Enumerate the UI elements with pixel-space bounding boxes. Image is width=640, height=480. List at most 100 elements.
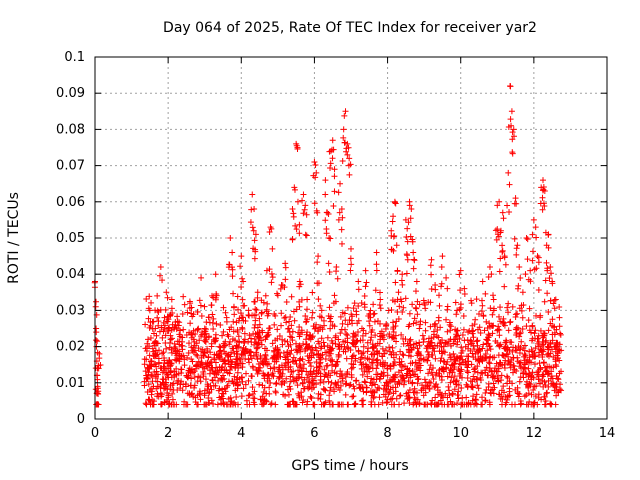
data-point	[347, 267, 354, 274]
data-point	[524, 356, 531, 363]
data-point	[525, 373, 532, 380]
data-point	[281, 338, 288, 345]
data-point	[479, 302, 486, 309]
data-point	[259, 393, 266, 400]
data-point	[291, 184, 298, 191]
data-point	[164, 318, 171, 325]
data-point	[368, 375, 375, 382]
data-point	[497, 227, 504, 234]
data-point	[272, 388, 279, 395]
data-point	[327, 148, 334, 155]
data-point	[363, 389, 370, 396]
data-point	[208, 343, 215, 350]
data-point	[543, 367, 550, 374]
data-point	[485, 274, 492, 281]
data-point	[550, 300, 557, 307]
data-point	[249, 191, 256, 198]
data-point	[509, 136, 516, 143]
data-point	[346, 155, 353, 162]
data-point	[171, 345, 178, 352]
data-point	[273, 380, 280, 387]
data-point	[252, 248, 259, 255]
data-point	[338, 240, 345, 247]
data-point	[194, 392, 201, 399]
x-tick-label: 0	[91, 426, 99, 441]
data-point	[529, 322, 536, 329]
data-point	[443, 274, 450, 281]
data-point	[239, 378, 246, 385]
data-point	[266, 390, 273, 397]
data-point	[339, 320, 346, 327]
data-point	[501, 283, 508, 290]
data-point	[343, 330, 350, 337]
data-point	[539, 351, 546, 358]
data-point	[326, 269, 333, 276]
data-point	[329, 358, 336, 365]
data-point	[157, 263, 164, 270]
data-point	[239, 324, 246, 331]
data-point	[166, 339, 173, 346]
data-point	[288, 347, 295, 354]
data-point	[512, 195, 519, 202]
data-point	[206, 367, 213, 374]
data-point	[503, 337, 510, 344]
data-point	[540, 371, 547, 378]
data-point	[482, 389, 489, 396]
data-point	[342, 374, 349, 381]
data-point	[489, 374, 496, 381]
data-point	[253, 306, 260, 313]
data-point	[468, 328, 475, 335]
data-point	[422, 327, 429, 334]
data-point	[201, 325, 208, 332]
data-point	[260, 388, 267, 395]
data-point	[556, 303, 563, 310]
data-point	[233, 356, 240, 363]
data-point	[230, 328, 237, 335]
data-point	[329, 146, 336, 153]
data-point	[548, 368, 555, 375]
data-point	[149, 318, 156, 325]
data-point	[326, 346, 333, 353]
data-point	[296, 356, 303, 363]
data-point	[556, 347, 563, 354]
data-point	[447, 327, 454, 334]
data-point	[444, 328, 451, 335]
data-point	[428, 256, 435, 263]
data-point	[477, 376, 484, 383]
data-point	[553, 343, 560, 350]
data-point	[201, 349, 208, 356]
data-point	[306, 343, 313, 350]
data-point	[465, 369, 472, 376]
data-point	[172, 321, 179, 328]
data-point	[410, 265, 417, 272]
data-point	[168, 296, 175, 303]
data-point	[344, 339, 351, 346]
data-point	[360, 343, 367, 350]
data-point	[404, 256, 411, 263]
data-point	[155, 322, 162, 329]
data-point	[407, 374, 414, 381]
data-point	[506, 385, 513, 392]
data-point	[235, 333, 242, 340]
data-point	[273, 358, 280, 365]
data-point	[490, 380, 497, 387]
data-point	[395, 289, 402, 296]
data-point	[393, 242, 400, 249]
data-point	[283, 375, 290, 382]
data-point	[292, 186, 298, 193]
data-point	[460, 312, 467, 319]
data-point	[358, 299, 365, 306]
data-point	[372, 332, 379, 339]
data-point	[217, 322, 224, 329]
data-point	[234, 362, 241, 369]
data-point	[161, 326, 168, 333]
data-point	[226, 370, 233, 377]
data-point	[338, 206, 345, 213]
data-point	[308, 314, 315, 321]
data-point	[369, 350, 376, 357]
data-point	[396, 303, 403, 310]
data-point	[293, 360, 300, 367]
data-point	[498, 372, 505, 379]
data-point	[483, 340, 490, 347]
data-point	[152, 351, 159, 358]
